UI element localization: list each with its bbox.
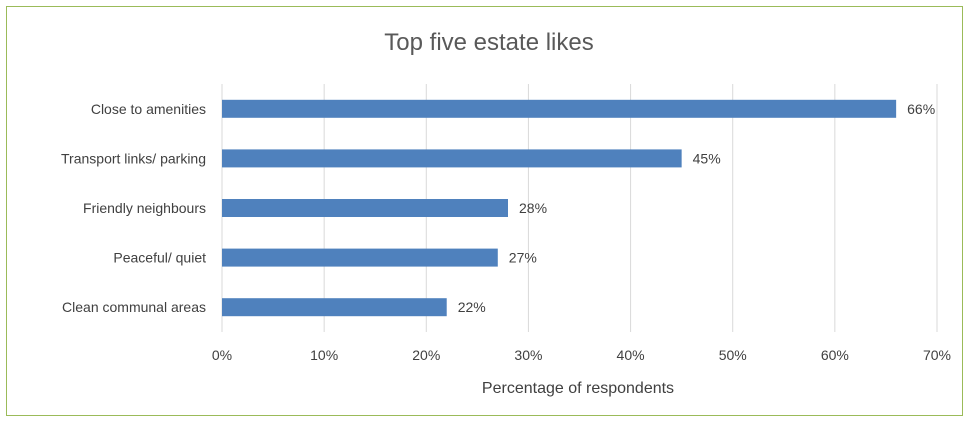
bar [222, 149, 682, 168]
x-tick-label: 40% [617, 347, 645, 363]
data-label: 28% [519, 200, 547, 216]
x-tick-label: 20% [412, 347, 440, 363]
data-label: 66% [907, 101, 935, 117]
x-tick-label: 50% [719, 347, 747, 363]
gridlines [221, 84, 938, 332]
x-tick-label: 0% [212, 347, 232, 363]
x-tick-label: 30% [514, 347, 542, 363]
category-label: Close to amenities [91, 101, 206, 117]
category-label: Friendly neighbours [83, 200, 206, 216]
x-tick-label: 60% [821, 347, 849, 363]
category-label: Peaceful/ quiet [113, 250, 206, 266]
bar [222, 199, 508, 217]
bar [222, 298, 447, 317]
x-tick-label: 70% [923, 347, 951, 363]
category-label: Transport links/ parking [61, 150, 206, 166]
bar [222, 248, 498, 267]
category-label: Clean communal areas [62, 299, 206, 315]
x-axis-label: Percentage of respondents [482, 380, 674, 397]
x-tick-label: 10% [310, 347, 338, 363]
bar [222, 99, 897, 118]
category-labels: Close to amenities Transport links/ parki… [61, 101, 206, 315]
bars: 66% 45% 28% 27% 22% [222, 99, 935, 317]
chart-title: Top five estate likes [384, 29, 593, 56]
data-label: 22% [458, 299, 486, 315]
x-axis-ticks: 0% 10% 20% 30% 40% 50% 60% 70% [212, 347, 951, 363]
data-label: 27% [509, 250, 537, 266]
data-label: 45% [693, 150, 721, 166]
